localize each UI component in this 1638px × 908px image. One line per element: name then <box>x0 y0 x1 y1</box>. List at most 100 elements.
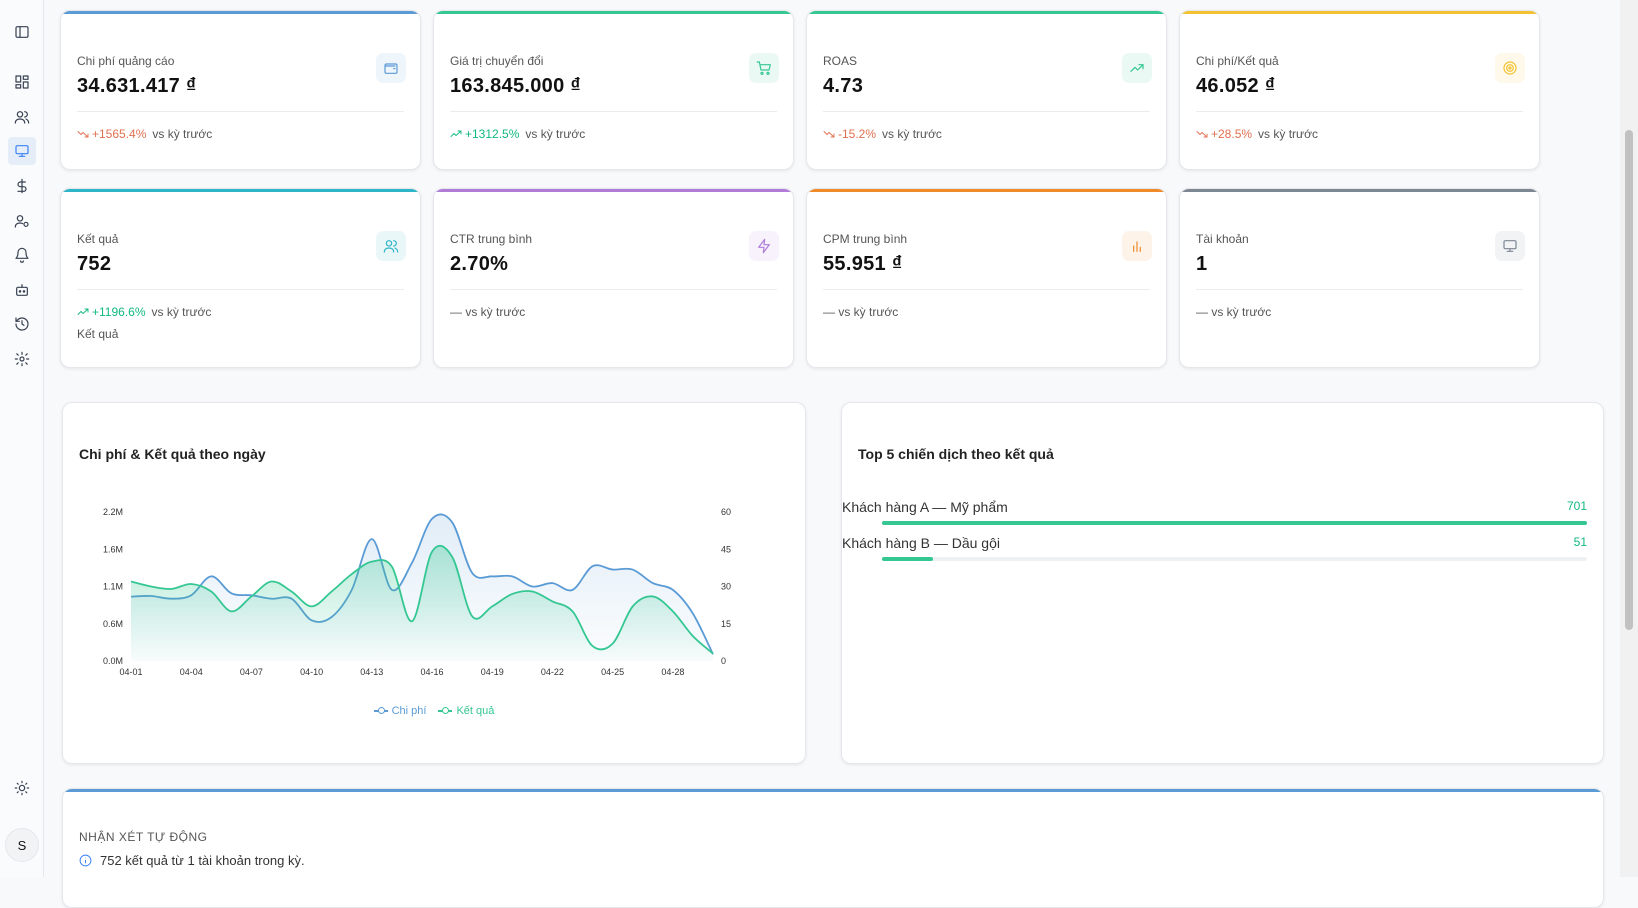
kpi-label: ROAS <box>823 54 858 68</box>
top-campaigns-title: Top 5 chiến dịch theo kết quả <box>858 446 1054 462</box>
legend-item-chi-phi[interactable]: Chi phí <box>373 705 426 717</box>
users-icon[interactable] <box>12 107 32 127</box>
campaign-bar-fill <box>882 521 1587 525</box>
y-left-tick-label: 2.2M <box>103 507 123 517</box>
kpi-card: CPM trung bình 55.951 ₫ — vs kỳ trước <box>806 188 1167 368</box>
kpi-value: 46.052 ₫ <box>1196 75 1276 97</box>
settings-icon[interactable] <box>12 349 32 369</box>
x-tick-label: 04-28 <box>661 667 684 677</box>
kpi-value: 163.845.000 ₫ <box>450 75 581 97</box>
kpi-value: 4.73 <box>823 75 864 97</box>
bot-icon[interactable] <box>12 280 32 300</box>
kpi-divider <box>450 289 777 290</box>
kpi-vs-text: vs kỳ trước <box>882 127 942 141</box>
x-tick-label: 04-25 <box>601 667 624 677</box>
kpi-vs-text: vs kỳ trước <box>152 127 213 141</box>
kpi-delta-text: +1312.5% <box>465 127 520 141</box>
dollar-icon[interactable] <box>12 176 32 196</box>
daily-chart-title: Chi phí & Kết quả theo ngày <box>79 446 266 462</box>
kpi-delta: +1565.4% vs kỳ trước <box>77 127 212 141</box>
trend-down-icon <box>77 131 89 138</box>
avatar[interactable]: S <box>5 828 39 862</box>
campaign-bar-row[interactable]: Khách hàng A — Mỹ phẩm 701 <box>842 499 1587 529</box>
campaign-bar-track <box>882 521 1587 525</box>
trend-up-icon <box>450 130 462 137</box>
dashboard-icon[interactable] <box>12 72 32 92</box>
kpi-divider <box>1196 289 1523 290</box>
x-tick-label: 04-13 <box>360 667 383 677</box>
series-line-ket-qua <box>130 544 714 655</box>
sidebar-toggle-icon[interactable] <box>12 22 32 42</box>
trend-down-icon <box>1196 131 1208 138</box>
legend-item-ket-qua[interactable]: Kết quả <box>438 705 494 717</box>
y-left-tick-label: 0.6M <box>103 619 123 629</box>
kpi-value: 55.951 ₫ <box>823 253 903 275</box>
page-scrollbar[interactable] <box>1620 0 1638 877</box>
users-icon <box>376 231 406 261</box>
info-icon <box>79 854 92 867</box>
monitor-icon[interactable] <box>8 137 36 165</box>
kpi-accent-line <box>807 189 1166 192</box>
kpi-divider <box>77 289 404 290</box>
y-right-tick-label: 60 <box>721 507 731 517</box>
kpi-accent-line <box>434 189 793 192</box>
kpi-card: Chi phí quảng cáo 34.631.417 ₫ +1565.4% v… <box>60 10 421 170</box>
kpi-delta: — vs kỳ trước <box>823 305 898 319</box>
sidebar: S <box>0 0 44 877</box>
legend-label-ket-qua: Kết quả <box>456 705 495 717</box>
kpi-label: Chi phí/Kết quả <box>1196 54 1279 68</box>
history-icon[interactable] <box>12 314 32 334</box>
kpi-card: Tài khoản 1 — vs kỳ trước <box>1179 188 1540 368</box>
kpi-vs-text: — vs kỳ trước <box>1196 305 1272 319</box>
campaign-value: 51 <box>1573 535 1587 549</box>
insights-title: NHẬN XÉT TỰ ĐỘNG <box>79 830 208 844</box>
kpi-accent-line <box>1180 11 1539 14</box>
campaign-bar-track <box>882 557 1587 561</box>
kpi-delta-value: -15.2% <box>823 127 876 141</box>
kpi-delta-value: +1565.4% <box>77 127 146 141</box>
kpi-label: Kết quả <box>77 232 119 246</box>
kpi-card: Giá trị chuyển đổi 163.845.000 ₫ +1312.5… <box>433 10 794 170</box>
kpi-delta: — vs kỳ trước <box>1196 305 1271 319</box>
x-tick-label: 04-07 <box>240 667 263 677</box>
y-right-tick-label: 30 <box>721 582 731 592</box>
insights-card: NHẬN XÉT TỰ ĐỘNG 752 kết quả từ 1 tài kh… <box>62 788 1604 908</box>
kpi-card: Chi phí/Kết quả 46.052 ₫ +28.5% vs kỳ trư… <box>1179 10 1540 170</box>
kpi-value: 752 <box>77 253 112 275</box>
chart-legend: Chi phí Kết quả <box>63 705 805 717</box>
kpi-value: 2.70% <box>450 253 509 275</box>
kpi-delta-text: +28.5% <box>1211 127 1253 141</box>
campaign-bar-row[interactable]: Khách hàng B — Dầu gội 51 <box>842 535 1587 565</box>
kpi-divider <box>1196 111 1523 112</box>
kpi-vs-text: vs kỳ trước <box>151 305 212 319</box>
kpi-sub: Kết quả <box>77 327 119 341</box>
top-campaigns-card: Top 5 chiến dịch theo kết quả Khách hàng… <box>841 402 1604 764</box>
sun-icon[interactable] <box>12 778 32 798</box>
kpi-divider <box>450 111 777 112</box>
bar-chart-icon <box>1122 231 1152 261</box>
kpi-vs-text: vs kỳ trước <box>525 127 586 141</box>
kpi-label: CTR trung bình <box>450 232 533 246</box>
kpi-label: Giá trị chuyển đổi <box>450 54 544 68</box>
cart-icon <box>749 53 779 83</box>
kpi-delta-text: +1565.4% <box>92 127 147 141</box>
kpi-delta: +1312.5% vs kỳ trước <box>450 127 585 141</box>
insights-accent-line <box>63 789 1603 792</box>
kpi-delta: -15.2% vs kỳ trước <box>823 127 942 141</box>
bell-icon[interactable] <box>12 245 32 265</box>
kpi-delta: — vs kỳ trước <box>450 305 525 319</box>
kpi-vs-text: vs kỳ trước <box>1258 127 1318 141</box>
x-tick-label: 04-22 <box>541 667 564 677</box>
kpi-value: 34.631.417 ₫ <box>77 75 197 97</box>
kpi-vs-text: — vs kỳ trước <box>823 305 899 319</box>
user-cog-icon[interactable] <box>12 211 32 231</box>
scrollbar-thumb[interactable] <box>1625 130 1633 630</box>
daily-chart-card: Chi phí & Kết quả theo ngày 0.0M 0.6M 1.1M… <box>62 402 806 764</box>
campaign-bar-fill <box>882 557 934 561</box>
daily-chart: 0.0M 0.6M 1.1M 1.6M 2.2M 0 15 30 45 60 04-01 04-04 0… <box>103 507 731 677</box>
y-right-tick-label: 15 <box>721 619 731 629</box>
y-left-tick-label: 1.1M <box>103 582 123 592</box>
y-right-tick-label: 0 <box>721 656 726 666</box>
kpi-delta-value: +1312.5% <box>450 127 519 141</box>
y-right-tick-label: 45 <box>721 544 731 554</box>
